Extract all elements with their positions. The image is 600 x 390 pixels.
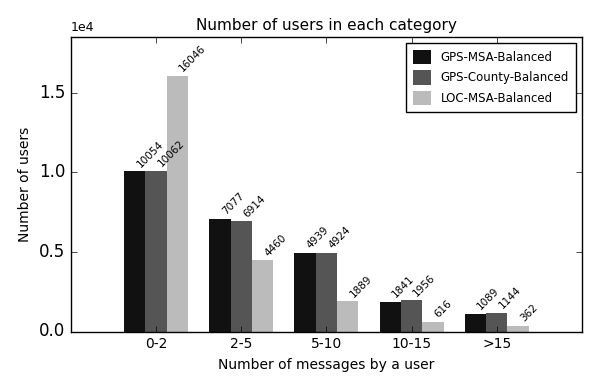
- Bar: [465, 314, 486, 332]
- X-axis label: Number of messages by a user: Number of messages by a user: [218, 358, 434, 372]
- Text: 1144: 1144: [497, 285, 523, 311]
- Legend: GPS-MSA-Balanced, GPS-County-Balanced, LOC-MSA-Balanced: GPS-MSA-Balanced, GPS-County-Balanced, L…: [406, 43, 576, 112]
- Bar: [252, 261, 273, 332]
- Text: 4924: 4924: [326, 225, 352, 251]
- Bar: [145, 171, 167, 332]
- Bar: [422, 322, 443, 332]
- Text: 1e4: 1e4: [71, 21, 94, 34]
- Bar: [124, 172, 145, 332]
- Bar: [380, 302, 401, 332]
- Text: 4460: 4460: [263, 232, 288, 258]
- Text: 10054: 10054: [135, 139, 165, 169]
- Bar: [230, 222, 252, 332]
- Text: 7077: 7077: [220, 191, 245, 216]
- Bar: [209, 219, 230, 332]
- Bar: [316, 253, 337, 332]
- Text: 616: 616: [433, 298, 454, 319]
- Text: 1089: 1089: [476, 286, 501, 312]
- Text: 10062: 10062: [156, 138, 187, 169]
- Bar: [167, 76, 188, 332]
- Text: 4939: 4939: [305, 225, 331, 250]
- Text: 1841: 1841: [391, 274, 416, 300]
- Bar: [508, 326, 529, 332]
- Text: 1956: 1956: [412, 272, 437, 298]
- Text: 6914: 6914: [241, 193, 267, 219]
- Bar: [486, 313, 508, 332]
- Bar: [401, 300, 422, 332]
- Y-axis label: Number of users: Number of users: [18, 127, 32, 242]
- Bar: [337, 301, 358, 332]
- Text: 16046: 16046: [178, 43, 208, 74]
- Text: 362: 362: [518, 302, 539, 323]
- Bar: [295, 253, 316, 332]
- Text: 1889: 1889: [348, 273, 374, 299]
- Title: Number of users in each category: Number of users in each category: [196, 18, 457, 33]
